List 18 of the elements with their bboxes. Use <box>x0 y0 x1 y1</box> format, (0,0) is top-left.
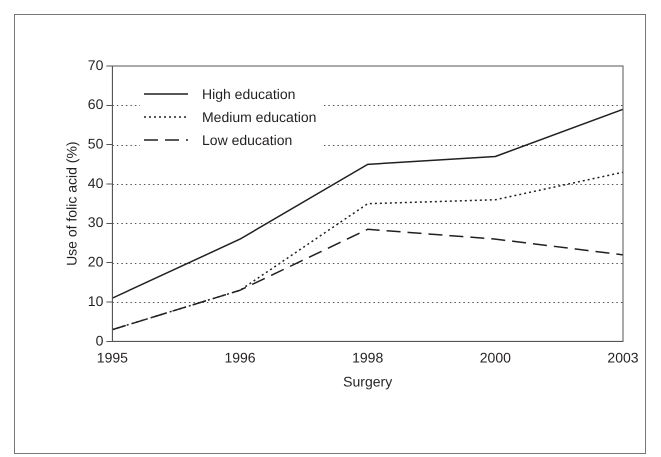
x-tick-label: 1995 <box>96 350 128 366</box>
y-tick-label: 40 <box>88 174 104 191</box>
x-axis-title: Surgery <box>343 373 392 390</box>
y-tick-label: 50 <box>88 136 104 152</box>
y-tick-label: 20 <box>88 254 104 270</box>
x-tick-label: 2000 <box>480 350 512 366</box>
x-tick-label: 1996 <box>224 350 256 366</box>
y-tick-label: 10 <box>88 292 104 309</box>
legend-label: Medium education <box>202 108 316 124</box>
x-tick-label: 2003 <box>607 350 639 366</box>
y-tick-label: 70 <box>88 56 104 73</box>
legend-label: High education <box>202 86 296 102</box>
y-tick-label: 60 <box>88 96 104 112</box>
y-tick-label: 0 <box>96 332 104 348</box>
y-axis-title: Use of folic acid (%) <box>63 141 80 266</box>
y-tick-label: 30 <box>88 214 104 230</box>
x-tick-label: 1998 <box>352 350 384 366</box>
legend-label: Low education <box>202 132 292 148</box>
